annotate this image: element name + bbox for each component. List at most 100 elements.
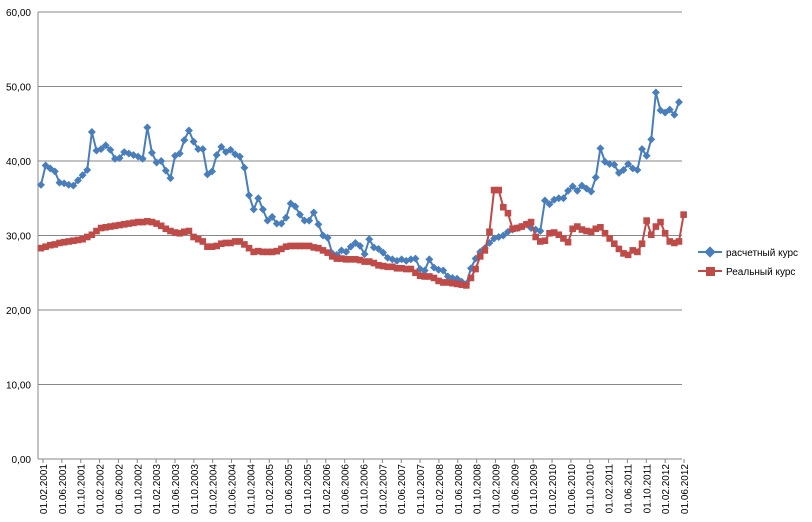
data-point — [615, 245, 623, 253]
data-point — [240, 163, 249, 172]
data-point — [217, 142, 226, 151]
x-tick-label: 01.06.2005 — [284, 464, 295, 514]
data-point — [342, 247, 351, 256]
data-point — [273, 247, 281, 255]
y-tick-label: 40,00 — [6, 157, 31, 168]
axes — [37, 12, 685, 463]
data-point — [545, 200, 554, 209]
data-point — [638, 145, 646, 154]
data-point — [301, 242, 308, 250]
data-point — [536, 227, 545, 235]
data-point — [444, 279, 452, 286]
data-point — [490, 186, 498, 194]
data-point — [319, 247, 327, 254]
data-point — [629, 247, 637, 254]
data-point — [101, 141, 110, 150]
data-point — [569, 225, 576, 233]
data-point — [523, 221, 530, 228]
data-point — [583, 227, 590, 235]
data-point — [338, 255, 345, 262]
data-point — [218, 240, 225, 247]
data-point — [476, 253, 484, 260]
data-point — [513, 224, 521, 232]
data-point — [116, 221, 123, 229]
data-point — [236, 238, 244, 245]
x-tick-label: 01.02.2012 — [661, 464, 672, 514]
data-point — [555, 231, 563, 239]
data-point — [675, 238, 683, 245]
data-point — [670, 110, 679, 119]
data-point — [37, 244, 45, 252]
data-point — [194, 235, 202, 243]
data-point — [578, 226, 586, 233]
data-point — [342, 256, 350, 263]
data-point — [88, 231, 96, 239]
data-point — [671, 239, 678, 247]
y-axis-labels: 0,00 10,00 20,00 30,00 40,00 50,00 60,00 — [6, 8, 31, 466]
data-point — [167, 227, 174, 235]
data-point — [361, 258, 368, 265]
x-tick-label: 01.10.2010 — [586, 464, 597, 514]
data-point — [185, 227, 193, 235]
data-point — [93, 227, 100, 235]
x-tick-label: 01.10.2005 — [303, 464, 314, 514]
x-tick-label: 01.06.2003 — [171, 464, 182, 514]
x-tick-label: 01.10.2008 — [473, 464, 484, 514]
data-point — [347, 256, 355, 263]
data-point — [499, 231, 508, 240]
data-point — [181, 228, 188, 236]
data-point — [175, 149, 184, 158]
data-point — [107, 223, 114, 230]
data-point — [153, 220, 160, 227]
data-point — [642, 151, 651, 160]
data-point — [250, 248, 257, 256]
data-point — [472, 265, 479, 273]
data-point — [212, 151, 221, 160]
x-tick-label: 01.02.2008 — [435, 464, 446, 514]
data-point — [162, 225, 170, 233]
x-tick-label: 01.10.2007 — [416, 464, 427, 514]
data-point — [102, 224, 110, 231]
data-point — [222, 239, 230, 247]
data-point — [546, 229, 553, 237]
data-point — [453, 280, 461, 288]
data-point — [291, 202, 300, 211]
data-point — [541, 237, 549, 245]
data-point — [278, 245, 285, 253]
data-point — [435, 277, 442, 285]
x-tick-label: 01.06.2004 — [228, 464, 239, 514]
data-point — [74, 236, 82, 244]
x-tick-label: 01.06.2001 — [58, 464, 69, 514]
x-tick-label: 01.02.2004 — [209, 464, 220, 514]
data-point — [573, 186, 582, 195]
data-point — [282, 213, 290, 222]
data-point — [587, 187, 596, 196]
data-point — [416, 272, 424, 280]
data-point — [370, 259, 378, 267]
data-point — [573, 223, 581, 230]
data-point — [106, 145, 115, 154]
data-point — [606, 235, 613, 242]
data-point — [393, 264, 401, 272]
data-point — [184, 126, 193, 135]
data-point — [194, 145, 203, 154]
data-point — [60, 238, 68, 246]
data-point — [282, 243, 290, 250]
data-point — [305, 242, 313, 250]
data-point — [296, 242, 304, 250]
data-point — [467, 274, 475, 282]
data-point — [463, 282, 470, 289]
data-point — [148, 218, 156, 226]
data-point — [666, 238, 674, 245]
data-point — [249, 205, 258, 214]
data-point — [287, 242, 294, 250]
x-axis-labels: 01.02.2001 01.06.2001 01.10.2001 01.02.2002… — [39, 464, 691, 514]
data-point — [291, 242, 299, 250]
data-point — [259, 248, 267, 256]
data-point — [624, 160, 633, 168]
data-point — [50, 167, 59, 176]
legend-item-series-2: Реальный курс — [698, 267, 795, 278]
data-point — [97, 224, 105, 232]
data-point — [180, 136, 189, 145]
data-point — [439, 266, 448, 275]
